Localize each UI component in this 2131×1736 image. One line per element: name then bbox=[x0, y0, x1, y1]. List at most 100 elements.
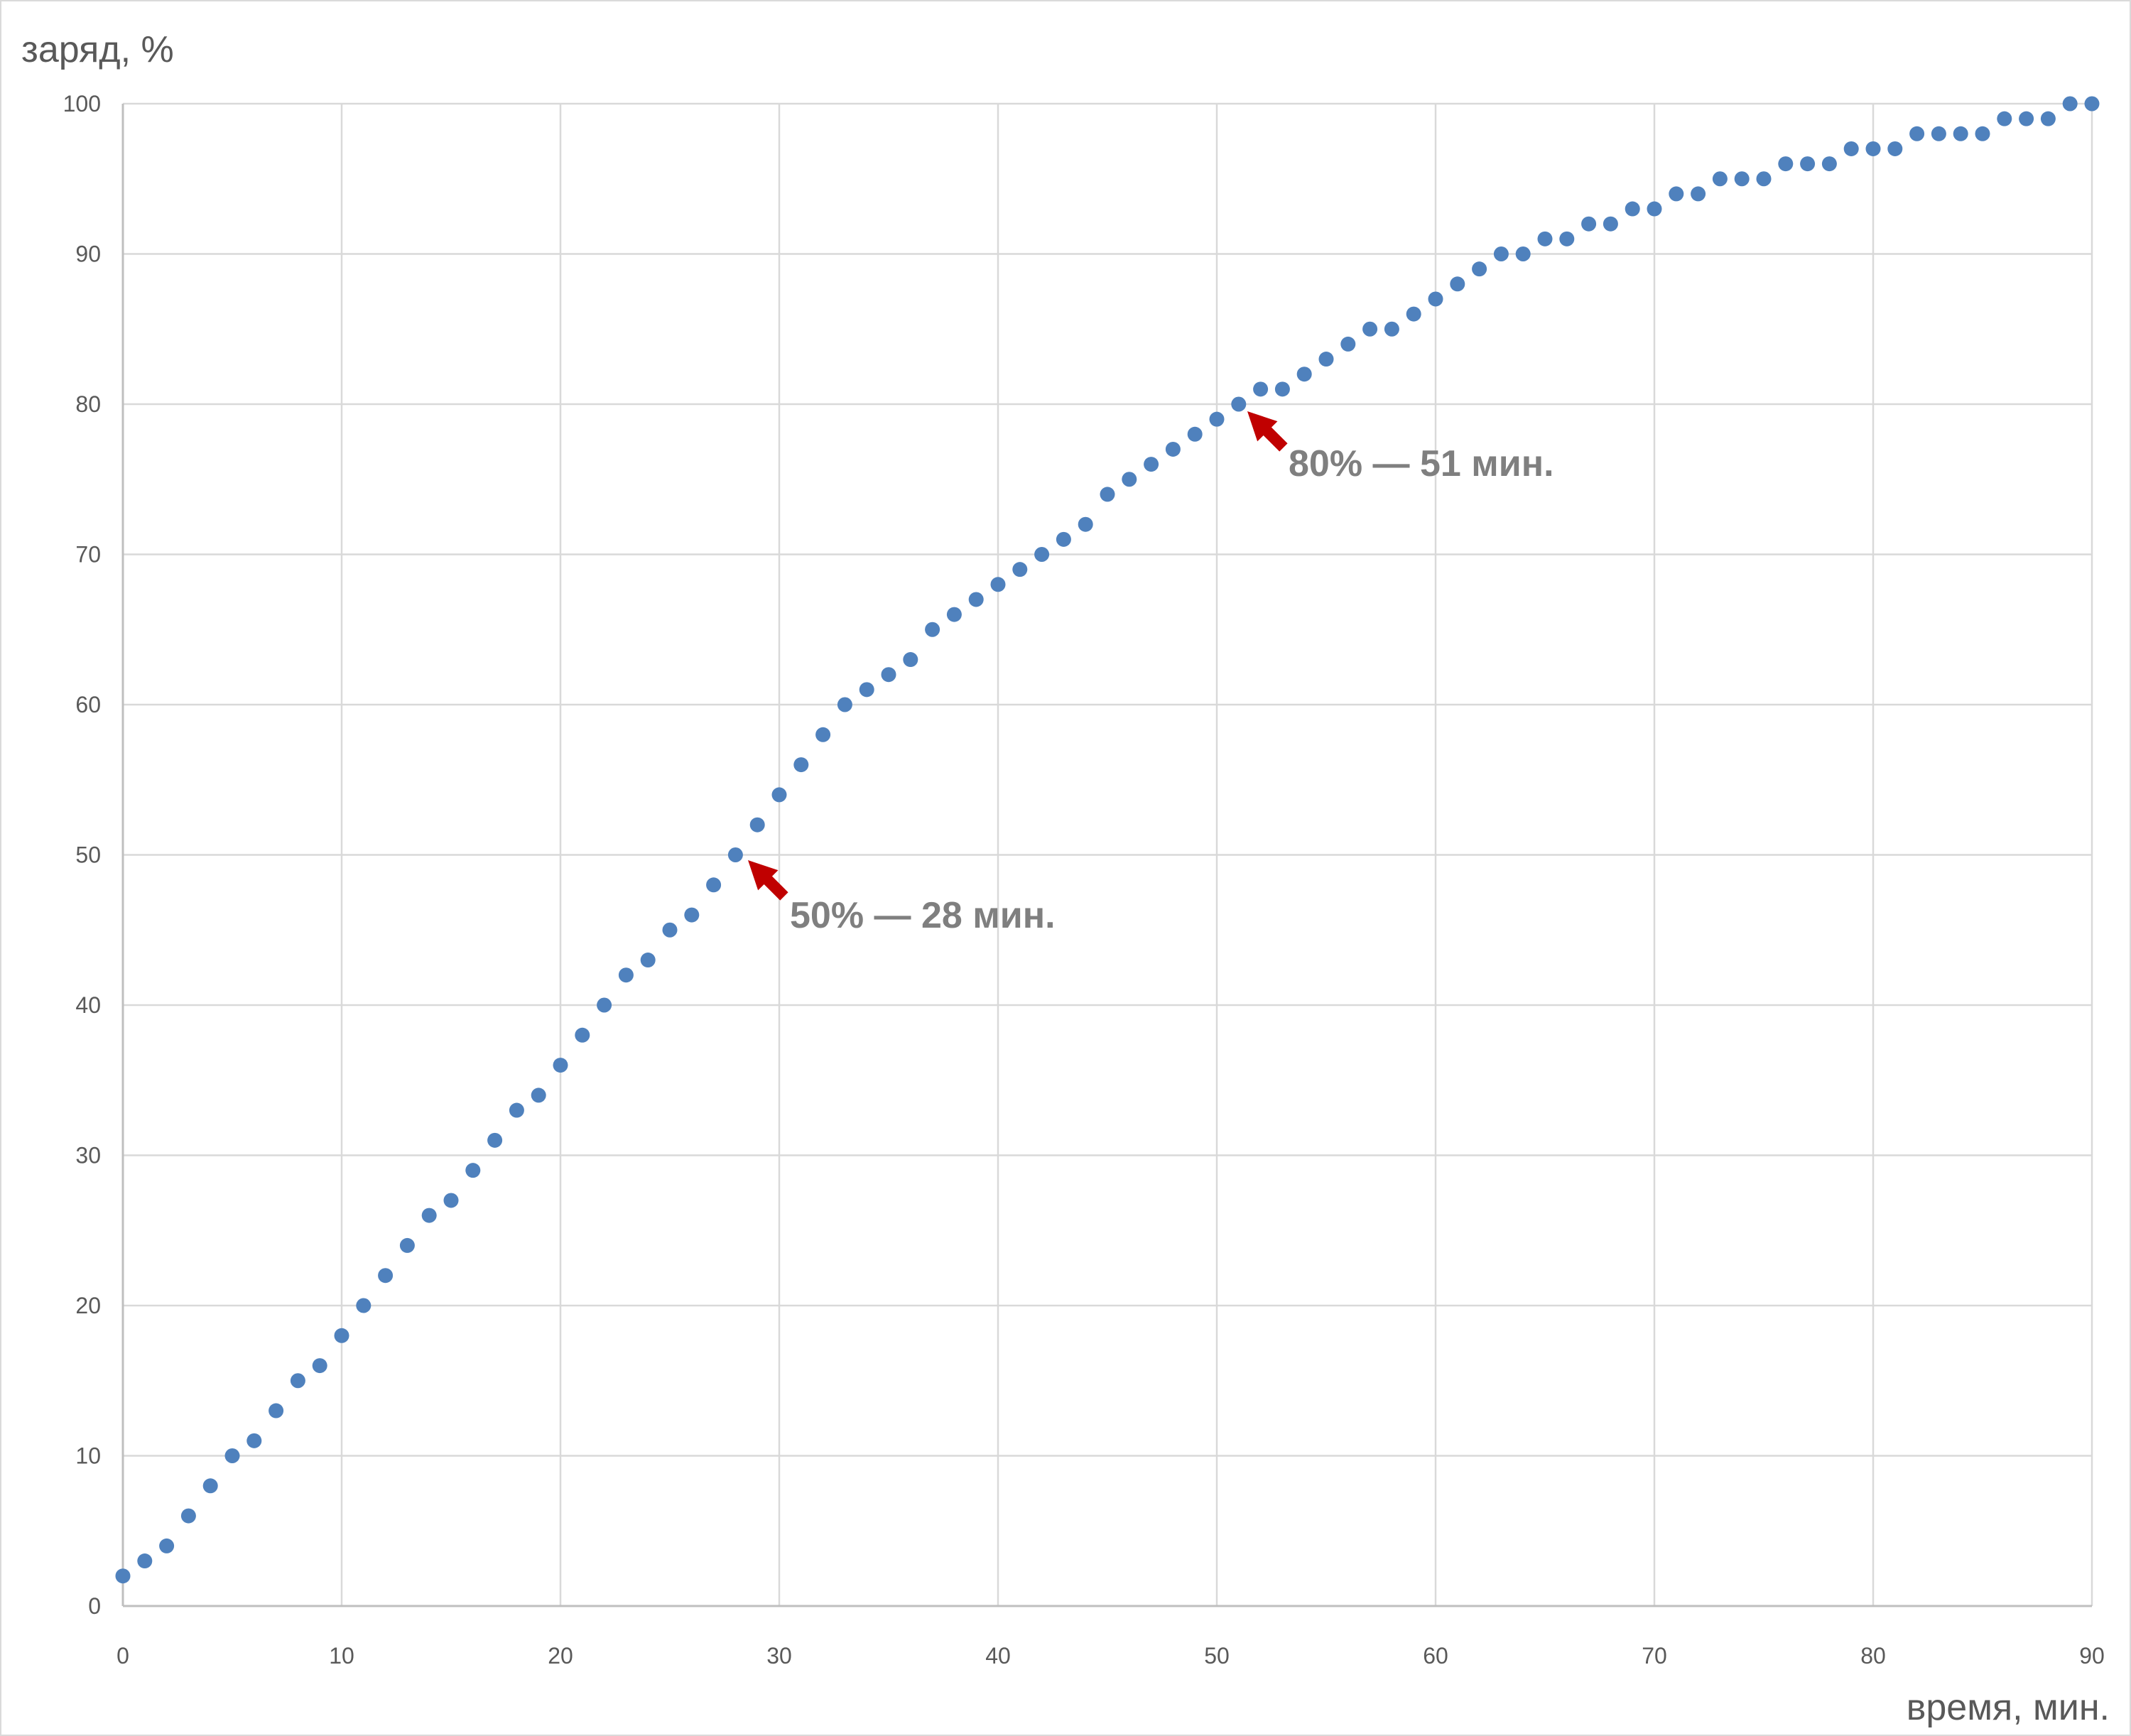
data-point bbox=[465, 1163, 481, 1178]
x-tick-label: 10 bbox=[329, 1643, 354, 1669]
x-tick-label: 50 bbox=[1204, 1643, 1230, 1669]
y-axis-title: заряд, % bbox=[21, 29, 174, 70]
annotation-arrow-icon bbox=[748, 860, 788, 901]
annotation-80-percent: 80% — 51 мин. bbox=[1289, 443, 1554, 484]
data-point bbox=[1953, 126, 1968, 141]
data-point bbox=[1931, 126, 1946, 141]
data-point bbox=[1493, 246, 1509, 261]
data-point bbox=[837, 697, 852, 712]
data-point bbox=[1078, 516, 1093, 532]
data-point bbox=[2062, 96, 2078, 112]
data-point bbox=[487, 1132, 503, 1148]
x-tick-label: 60 bbox=[1423, 1643, 1448, 1669]
data-point bbox=[1144, 457, 1159, 472]
data-point bbox=[1669, 186, 1684, 202]
x-tick-label: 40 bbox=[985, 1643, 1011, 1669]
data-point bbox=[224, 1448, 240, 1463]
x-tick-label: 20 bbox=[548, 1643, 573, 1669]
data-point bbox=[1975, 126, 1990, 141]
y-tick-label: 0 bbox=[88, 1593, 101, 1619]
data-point bbox=[946, 607, 962, 622]
data-point bbox=[1340, 336, 1356, 352]
data-point bbox=[1712, 171, 1728, 187]
data-point bbox=[443, 1193, 459, 1208]
data-point bbox=[1274, 381, 1290, 397]
data-point bbox=[159, 1538, 175, 1553]
y-tick-label: 60 bbox=[75, 692, 101, 717]
data-point bbox=[1647, 201, 1662, 217]
data-point bbox=[1909, 126, 1925, 141]
y-tick-label: 90 bbox=[75, 242, 101, 267]
data-point bbox=[1778, 156, 1794, 172]
data-point bbox=[1821, 156, 1837, 172]
data-point bbox=[706, 877, 722, 893]
data-point bbox=[2084, 96, 2100, 112]
data-point bbox=[1625, 201, 1640, 217]
data-point bbox=[378, 1268, 394, 1284]
x-tick-label: 70 bbox=[1642, 1643, 1667, 1669]
data-point bbox=[269, 1403, 284, 1418]
data-point bbox=[1887, 141, 1903, 156]
y-tick-label: 20 bbox=[75, 1293, 101, 1318]
data-point bbox=[1122, 472, 1137, 487]
y-tick-label: 40 bbox=[75, 992, 101, 1018]
data-point bbox=[202, 1478, 218, 1494]
data-point bbox=[1559, 231, 1575, 246]
data-point bbox=[1800, 156, 1816, 172]
data-point bbox=[509, 1102, 524, 1118]
y-tick-label: 50 bbox=[75, 842, 101, 868]
data-point bbox=[727, 847, 743, 862]
x-tick-label: 90 bbox=[2079, 1643, 2105, 1669]
data-point bbox=[115, 1568, 131, 1584]
data-point bbox=[903, 652, 918, 668]
data-point bbox=[1843, 141, 1859, 156]
data-point bbox=[640, 953, 656, 968]
data-point bbox=[1056, 531, 1071, 547]
data-point bbox=[1515, 246, 1531, 261]
data-point bbox=[334, 1328, 349, 1343]
data-point bbox=[859, 682, 874, 698]
data-point bbox=[290, 1373, 305, 1389]
data-point bbox=[749, 817, 765, 832]
data-point bbox=[1187, 426, 1203, 442]
data-point bbox=[1034, 547, 1050, 562]
annotation-50-percent: 50% — 28 мин. bbox=[790, 895, 1056, 936]
data-point bbox=[1472, 261, 1487, 277]
data-point bbox=[771, 787, 787, 803]
x-tick-label: 0 bbox=[116, 1643, 129, 1669]
data-point bbox=[1691, 186, 1706, 202]
data-point bbox=[1450, 276, 1465, 292]
data-point bbox=[246, 1433, 262, 1448]
data-point bbox=[881, 667, 896, 683]
x-tick-label: 80 bbox=[1860, 1643, 1886, 1669]
data-point bbox=[968, 592, 984, 607]
data-point bbox=[1865, 141, 1881, 156]
data-point bbox=[575, 1027, 590, 1043]
data-point bbox=[531, 1087, 546, 1103]
data-point bbox=[399, 1237, 415, 1253]
data-point bbox=[1603, 216, 1618, 232]
data-point bbox=[1384, 321, 1399, 337]
data-point bbox=[2040, 111, 2056, 126]
data-point bbox=[662, 922, 678, 938]
data-point bbox=[1997, 111, 2012, 126]
data-point bbox=[1734, 171, 1750, 187]
data-point bbox=[1231, 396, 1247, 412]
data-point bbox=[421, 1208, 437, 1223]
data-point bbox=[553, 1058, 568, 1073]
data-point bbox=[618, 967, 634, 983]
data-point bbox=[1581, 216, 1597, 232]
data-point bbox=[312, 1358, 327, 1374]
data-point bbox=[1296, 367, 1312, 382]
data-point bbox=[2019, 111, 2034, 126]
data-point bbox=[684, 907, 700, 923]
data-point bbox=[356, 1298, 372, 1313]
data-point bbox=[793, 757, 809, 773]
data-point bbox=[597, 997, 612, 1013]
data-point bbox=[1209, 411, 1225, 427]
data-point bbox=[1253, 381, 1269, 397]
data-point bbox=[1318, 352, 1334, 367]
data-point bbox=[180, 1508, 196, 1524]
data-point bbox=[815, 727, 831, 742]
